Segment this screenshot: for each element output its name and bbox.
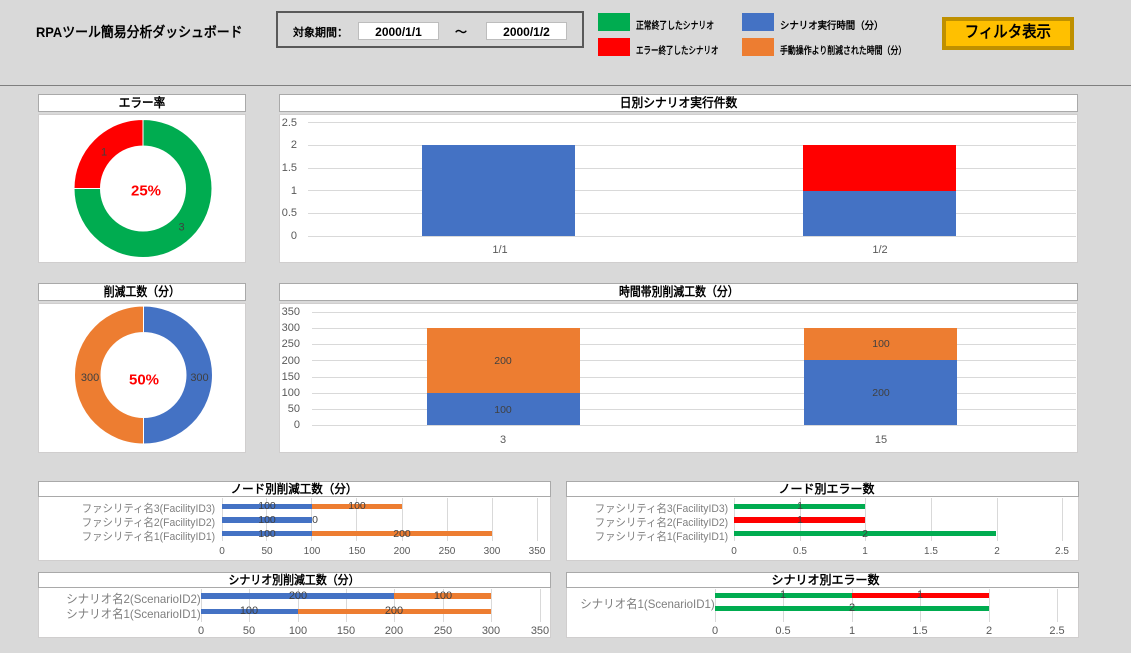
svg-text:300: 300 [81, 372, 99, 384]
svg-text:1: 1 [101, 146, 107, 158]
svg-text:300: 300 [190, 372, 208, 384]
svg-text:3: 3 [178, 221, 184, 233]
svg-text:50%: 50% [129, 371, 159, 388]
svg-text:25%: 25% [131, 182, 161, 199]
